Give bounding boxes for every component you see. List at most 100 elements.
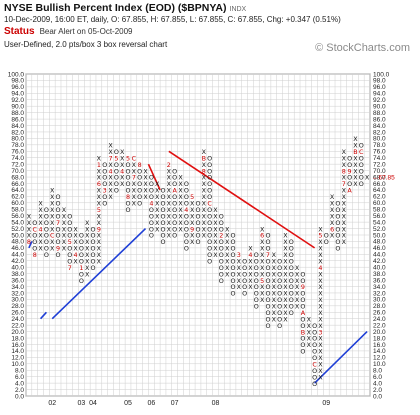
x-mark: X [272, 303, 277, 311]
y-tick-label-left: 34.0 [11, 284, 24, 291]
o-mark: O [44, 232, 49, 240]
y-tick-label-right: 54.0 [373, 219, 386, 226]
o-mark: O [207, 219, 212, 227]
o-mark: O [335, 238, 340, 246]
o-mark: O [265, 303, 270, 311]
x-mark: X [353, 154, 358, 162]
o-mark: O [161, 219, 166, 227]
month-mark: 1 [97, 161, 101, 169]
x-mark: X [178, 174, 183, 182]
x-mark: X [318, 245, 323, 253]
x-mark: X [318, 270, 323, 278]
o-mark: O [277, 290, 282, 298]
o-mark: O [219, 251, 224, 259]
o-mark: O [161, 238, 166, 246]
x-mark: X [342, 161, 347, 169]
month-mark: 9 [190, 225, 194, 233]
y-tick-label-right: 78.0 [373, 142, 386, 149]
o-mark: O [324, 238, 329, 246]
x-mark: X [97, 167, 102, 175]
resistance-trendline [168, 150, 316, 249]
month-mark: 5 [114, 154, 118, 162]
x-mark: X [97, 193, 102, 201]
y-tick-label-left: 66.0 [11, 181, 24, 188]
x-mark: X [283, 270, 288, 278]
o-mark: O [289, 270, 294, 278]
x-mark: X [155, 206, 160, 214]
y-tick-label-left: 38.0 [11, 271, 24, 278]
o-mark: O [32, 245, 37, 253]
o-mark: O [289, 290, 294, 298]
o-mark: O [300, 348, 305, 356]
o-mark: O [102, 193, 107, 201]
o-mark: O [312, 341, 317, 349]
o-mark: O [254, 270, 259, 278]
x-mark: X [190, 232, 195, 240]
o-mark: O [230, 232, 235, 240]
month-mark: 5 [190, 193, 194, 201]
month-mark: 5 [126, 154, 130, 162]
y-tick-label-right: 92.0 [373, 97, 386, 104]
o-mark: O [172, 219, 177, 227]
x-mark: X [318, 277, 323, 285]
x-mark: X [330, 193, 335, 201]
o-mark: O [56, 206, 61, 214]
o-mark: O [44, 206, 49, 214]
x-mark: X [283, 251, 288, 259]
o-mark: O [265, 322, 270, 330]
y-tick-label-left: 28.0 [11, 303, 24, 310]
o-mark: O [184, 180, 189, 188]
x-mark: X [318, 348, 323, 356]
x-mark: X [167, 212, 172, 220]
x-mark: X [260, 283, 265, 291]
status-line: Status Bear Alert on 05-Oct-2009 [4, 26, 133, 37]
x-mark: X [237, 264, 242, 272]
x-mark: X [50, 225, 55, 233]
o-mark: O [219, 264, 224, 272]
x-mark: X [342, 219, 347, 227]
y-tick-label-right: 58.0 [373, 207, 386, 214]
x-year-label: 06 [147, 400, 155, 407]
x-mark: X [73, 232, 78, 240]
o-mark: O [44, 225, 49, 233]
x-mark: X [248, 264, 253, 272]
o-mark: O [312, 380, 317, 388]
o-mark: O [265, 232, 270, 240]
o-mark: O [102, 174, 107, 182]
x-mark: X [85, 251, 90, 259]
o-mark: O [161, 193, 166, 201]
x-mark: X [237, 270, 242, 278]
month-mark: A [347, 187, 352, 195]
o-mark: O [265, 270, 270, 278]
x-mark: X [97, 200, 102, 208]
month-mark: 4 [318, 264, 322, 272]
y-tick-label-right: 36.0 [373, 277, 386, 284]
x-mark: X [85, 245, 90, 253]
x-mark: X [108, 174, 113, 182]
o-mark: O [195, 212, 200, 220]
o-mark: O [335, 200, 340, 208]
o-mark: O [242, 277, 247, 285]
month-mark: 4 [248, 251, 252, 259]
y-tick-label-right: 16.0 [373, 342, 386, 349]
x-mark: X [283, 283, 288, 291]
x-mark: X [318, 238, 323, 246]
x-year-label: 03 [77, 400, 85, 407]
o-mark: O [254, 303, 259, 311]
y-tick-label-right: 82.0 [373, 129, 386, 136]
y-tick-label-right: 8.0 [373, 368, 382, 375]
support-trendline [314, 331, 368, 384]
o-mark: O [230, 251, 235, 259]
x-mark: X [248, 257, 253, 265]
o-mark: O [207, 225, 212, 233]
o-mark: O [79, 270, 84, 278]
x-mark: X [307, 322, 312, 330]
y-tick-label-left: 92.0 [11, 97, 24, 104]
y-tick-label-right: 68.0 [373, 174, 386, 181]
x-mark: X [202, 161, 207, 169]
x-mark: X [167, 225, 172, 233]
x-mark: X [342, 187, 347, 195]
chart-title: NYSE Bullish Percent Index (EOD) ($BPNYA… [4, 2, 247, 14]
x-mark: X [167, 174, 172, 182]
y-tick-label-left: 76.0 [11, 149, 24, 156]
